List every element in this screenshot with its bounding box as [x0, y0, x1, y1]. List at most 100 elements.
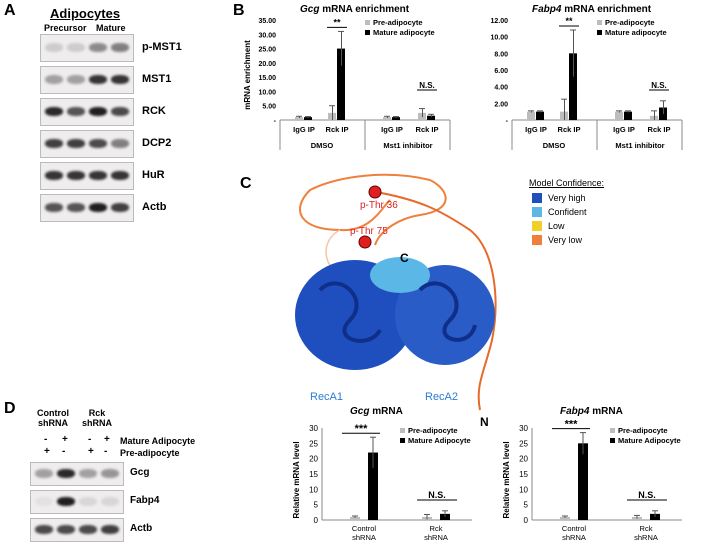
- gcg-enrichment-chart: Gcg mRNA enrichment mRNA enrichment 35.00 3…: [243, 4, 451, 150]
- panel-letter-c: C: [240, 175, 252, 192]
- bar: [383, 117, 391, 120]
- blot-band: [89, 139, 107, 148]
- y-axis-label: Relative mRNA level: [292, 441, 301, 518]
- blot-band: [111, 43, 129, 52]
- blot-strip: [30, 490, 124, 514]
- mature-sign: +: [62, 434, 68, 445]
- x-tick-label: shRNA: [424, 533, 448, 542]
- y-tick-label: 30: [309, 424, 318, 433]
- y-tick-label: 5: [524, 501, 529, 510]
- confidence-label: Very high: [548, 193, 586, 203]
- mature-sign: -: [44, 434, 48, 445]
- blot-label-dcp2: DCP2: [142, 137, 172, 149]
- y-tick-label: 10: [519, 485, 528, 494]
- linker-region: [370, 257, 430, 293]
- blot-band: [89, 171, 107, 180]
- confidence-label: Low: [548, 221, 565, 231]
- blot-band: [111, 107, 129, 116]
- blot-label-hur: HuR: [142, 169, 165, 181]
- x-tick-label: Rck IP: [326, 125, 349, 134]
- blot-band: [89, 75, 107, 84]
- x-tick-label: Rck: [430, 524, 443, 533]
- legend-swatch: [610, 438, 615, 443]
- y-tick-label: 10.00: [258, 89, 276, 96]
- legend-label: Pre-adipocyte: [618, 426, 668, 435]
- legend-label: Pre-adipocyte: [373, 18, 423, 27]
- precursor-label: Precursor: [44, 23, 87, 33]
- blot-band: [45, 75, 63, 84]
- chart-title: Gcg mRNA: [350, 406, 403, 417]
- blot-strip: [30, 518, 124, 542]
- legend-label: Mature Adipocyte: [408, 436, 471, 445]
- blot-band: [35, 525, 53, 534]
- legend-swatch: [400, 438, 405, 443]
- confidence-label: Confident: [548, 207, 587, 217]
- y-tick-label: 0: [524, 516, 529, 525]
- helix-detail: [318, 281, 382, 343]
- blot-label-p-mst1: p-MST1: [142, 41, 182, 53]
- blot-label-actb: Actb: [130, 523, 153, 534]
- significance-label: N.S.: [651, 81, 667, 90]
- x-tick-label: IgG IP: [381, 125, 403, 134]
- x-tick-label: IgG IP: [613, 125, 635, 134]
- pre-sign: +: [44, 446, 50, 457]
- fabp4-relative-chart: Fabp4 mRNA Relative mRNA level 0 5 10 15 20 25 3…: [502, 406, 682, 542]
- blot-band: [101, 525, 119, 534]
- legend-swatch: [365, 30, 370, 35]
- x-tick-label: Rck: [640, 524, 653, 533]
- bar: [632, 516, 642, 520]
- blot-label-gcg: Gcg: [130, 467, 150, 478]
- bar: [578, 443, 588, 520]
- blot-band: [45, 139, 63, 148]
- blot-band: [79, 525, 97, 534]
- x-tick-label: IgG IP: [525, 125, 547, 134]
- blot-band: [111, 203, 129, 212]
- blot-band: [67, 139, 85, 148]
- panel-a-header: Adipocytes: [50, 6, 121, 21]
- legend-swatch: [597, 30, 602, 35]
- legend-swatch: [365, 20, 370, 25]
- significance-label: ***: [355, 423, 369, 435]
- x-tick-label: Rck IP: [648, 125, 671, 134]
- pre-sign: -: [62, 446, 66, 457]
- y-tick-label: -: [506, 118, 509, 125]
- blot-band: [67, 107, 85, 116]
- blot-band: [45, 107, 63, 116]
- confidence-swatch: [532, 207, 542, 217]
- bar: [624, 111, 632, 120]
- condition-label: Mst1 inhibitor: [383, 141, 432, 150]
- x-tick-label: Rck IP: [558, 125, 581, 134]
- x-tick-label: Control: [562, 524, 587, 533]
- blot-strip: [40, 130, 134, 158]
- panel-letter-a: A: [4, 2, 16, 19]
- pre-sign: +: [88, 446, 94, 457]
- bar: [536, 111, 544, 120]
- confidence-legend-title: Model Confidence:: [529, 178, 605, 188]
- c-terminal-tail: [375, 191, 497, 411]
- bar: [295, 117, 303, 120]
- y-tick-label: -: [274, 118, 277, 125]
- blot-band: [101, 497, 119, 506]
- blot-label-fabp4: Fabp4: [130, 495, 160, 506]
- blot-band: [89, 43, 107, 52]
- confidence-swatch: [532, 193, 542, 203]
- blot-band: [111, 139, 129, 148]
- blot-label-rck: RCK: [142, 105, 166, 117]
- bar: [392, 117, 400, 120]
- legend-label: Mature adipocyte: [605, 28, 667, 37]
- p-thr75-marker: [358, 235, 372, 249]
- blot-band: [111, 171, 129, 180]
- blot-band: [57, 525, 75, 534]
- y-axis-label: mRNA enrichment: [243, 40, 252, 110]
- y-tick-label: 15.00: [258, 75, 276, 82]
- blot-strip: [40, 34, 134, 62]
- y-tick-label: 8.00: [494, 51, 508, 58]
- confidence-swatch: [532, 221, 542, 231]
- significance-label: **: [333, 17, 341, 27]
- significance-label: **: [565, 16, 573, 26]
- y-tick-label: 0: [314, 516, 319, 525]
- bar: [440, 513, 450, 520]
- blot-band: [57, 497, 75, 506]
- gcg-relative-chart: Gcg mRNA Relative mRNA level 0 5 10 15 20 25 30 C…: [292, 406, 472, 542]
- y-tick-label: 20: [519, 455, 528, 464]
